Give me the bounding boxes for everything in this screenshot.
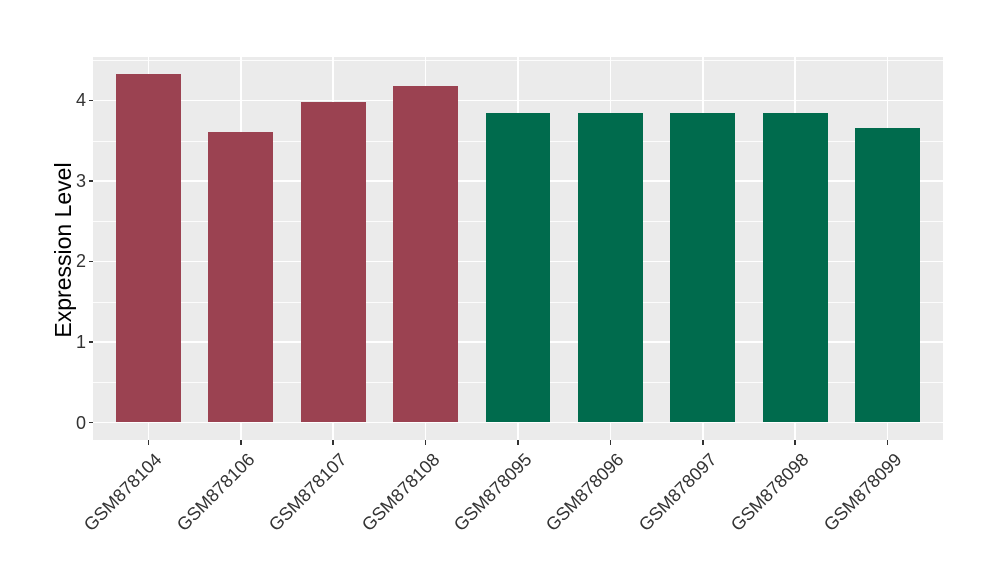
bar-GSM878097 bbox=[670, 112, 736, 423]
x-tick-label: GSM878104 bbox=[80, 449, 166, 535]
y-axis-tick bbox=[88, 99, 93, 102]
bar-GSM878106 bbox=[208, 131, 274, 423]
y-axis-tick bbox=[88, 421, 93, 424]
x-tick-label: GSM878098 bbox=[727, 449, 813, 535]
bar-GSM878107 bbox=[300, 102, 366, 423]
x-tick-label: GSM878106 bbox=[172, 449, 259, 535]
x-tick-label: GSM878097 bbox=[634, 449, 721, 535]
y-axis-tick bbox=[88, 341, 93, 343]
x-tick-label: GSM878095 bbox=[449, 449, 536, 535]
y-tick-label: 4 bbox=[75, 90, 86, 111]
x-axis-tick bbox=[424, 440, 427, 445]
bar-GSM878095 bbox=[485, 112, 551, 423]
y-tick-label: 1 bbox=[75, 331, 86, 352]
x-tick-label: GSM878096 bbox=[542, 449, 628, 535]
x-axis-tick bbox=[332, 440, 334, 445]
x-axis-tick bbox=[794, 440, 796, 445]
bar-GSM878098 bbox=[762, 112, 828, 423]
bar-GSM878096 bbox=[578, 112, 643, 423]
y-tick-label: 0 bbox=[75, 412, 86, 433]
x-axis-tick bbox=[517, 440, 519, 445]
x-tick-label: GSM878108 bbox=[357, 449, 444, 535]
bar-GSM878104 bbox=[116, 73, 181, 423]
bar-GSM878099 bbox=[855, 127, 920, 423]
x-axis-tick bbox=[147, 440, 150, 445]
y-axis-tick bbox=[88, 180, 93, 182]
y-tick-label: 3 bbox=[75, 170, 86, 191]
bar-GSM878108 bbox=[393, 85, 458, 423]
x-axis-tick bbox=[886, 440, 889, 445]
y-axis-tick bbox=[88, 260, 93, 263]
x-tick-label: GSM878099 bbox=[819, 449, 906, 535]
x-axis-tick bbox=[240, 440, 242, 445]
x-tick-label: GSM878107 bbox=[265, 449, 351, 535]
x-axis-tick bbox=[702, 440, 704, 445]
y-tick-label: 2 bbox=[75, 251, 86, 272]
x-axis-tick bbox=[609, 440, 612, 445]
